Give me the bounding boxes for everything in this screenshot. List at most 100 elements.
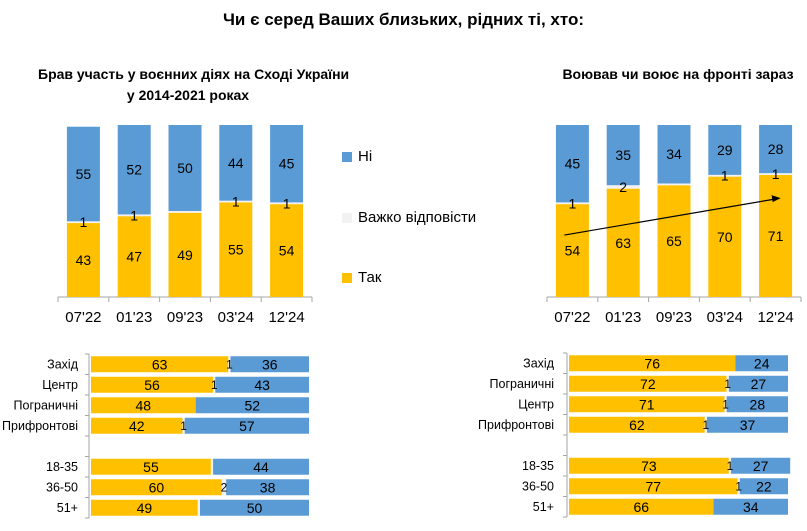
left-top-label-yes: 43 bbox=[76, 252, 92, 268]
left-top-category-label: 07'22 bbox=[65, 309, 101, 326]
right-bottom-category-label: Пограничні bbox=[490, 377, 554, 391]
right-top-bar-yes bbox=[606, 188, 640, 297]
left-top-label-no: 52 bbox=[126, 162, 142, 178]
legend-swatch-hard-to-say bbox=[342, 213, 352, 223]
left-chart-title-line-1: Брав участь у воєнних діях на Сході Укра… bbox=[38, 66, 350, 82]
right-bottom-bar-hard-to-say bbox=[704, 416, 707, 433]
right-top-bar-hard-to-say bbox=[657, 183, 691, 186]
right-top-trend-arrow-line bbox=[564, 198, 775, 236]
left-top-bar-no bbox=[66, 126, 100, 222]
left-bottom-bar-no bbox=[195, 397, 309, 414]
right-top-category-label: 03'24 bbox=[707, 309, 743, 326]
left-top-bar-no bbox=[219, 125, 253, 201]
left-top-bar-no bbox=[117, 125, 151, 215]
left-bottom-label-no: 36 bbox=[262, 356, 278, 372]
right-top-bar-yes bbox=[657, 185, 691, 297]
left-bottom-bar-yes bbox=[91, 376, 214, 393]
right-bottom-label-hard-to-say: 1 bbox=[724, 377, 731, 391]
left-bottom-bar-hard-to-say bbox=[213, 376, 216, 393]
right-top-label-no: 34 bbox=[666, 146, 682, 162]
right-top-bar-hard-to-say bbox=[606, 185, 640, 189]
right-top-label-hard-to-say: 1 bbox=[721, 168, 729, 184]
left-bottom-label-yes: 56 bbox=[144, 377, 160, 393]
right-top-label-hard-to-say: 1 bbox=[569, 195, 577, 211]
right-bottom-label-no: 27 bbox=[753, 458, 769, 474]
left-bottom-category-label: Пограничні bbox=[14, 398, 78, 412]
left-bottom-label-no: 52 bbox=[245, 397, 261, 413]
right-bottom-bar-no bbox=[739, 478, 788, 495]
legend-swatch-yes bbox=[342, 273, 352, 283]
left-bottom-bar-no bbox=[230, 356, 309, 373]
left-bottom-bar-no bbox=[213, 458, 309, 475]
left-top-label-hard-to-say: 1 bbox=[283, 195, 291, 211]
left-bottom-bar-yes bbox=[91, 458, 211, 475]
right-bottom-bar-hard-to-say bbox=[737, 478, 740, 495]
right-top-category-label: 12'24 bbox=[757, 309, 793, 326]
right-bottom-category-label: 36-50 bbox=[522, 479, 554, 493]
right-bottom-label-yes: 72 bbox=[640, 376, 656, 392]
left-bottom-category-label: 36-50 bbox=[46, 480, 78, 494]
right-top-bar-no bbox=[555, 125, 589, 203]
right-bottom-bar-yes bbox=[569, 375, 727, 392]
left-bottom-label-no: 50 bbox=[247, 500, 263, 516]
left-top-bar-hard-to-say bbox=[117, 214, 151, 217]
right-bottom-bar-yes bbox=[569, 416, 705, 433]
right-top-label-hard-to-say: 2 bbox=[619, 179, 627, 195]
right-bottom-bar-no bbox=[735, 355, 788, 372]
right-bottom-label-yes: 66 bbox=[633, 499, 649, 515]
right-bottom-label-yes: 62 bbox=[629, 417, 645, 433]
left-bottom-bar-hard-to-say bbox=[182, 417, 185, 434]
right-top-bar-yes bbox=[759, 174, 793, 297]
left-top-bar-yes bbox=[219, 202, 253, 297]
right-top-bar-no bbox=[708, 125, 742, 175]
left-bottom-bar-yes bbox=[91, 356, 229, 373]
right-top-label-yes: 70 bbox=[717, 229, 733, 245]
left-top-label-hard-to-say: 1 bbox=[130, 207, 138, 223]
left-bottom-category-label: Прифронтові bbox=[2, 419, 78, 433]
left-top-bar-yes bbox=[117, 216, 151, 297]
right-top-label-no: 28 bbox=[768, 141, 784, 157]
left-top-bar-hard-to-say bbox=[66, 221, 100, 224]
left-top-bar-hard-to-say bbox=[270, 202, 304, 205]
right-bottom-bar-no bbox=[713, 498, 788, 515]
right-top-bar-hard-to-say bbox=[759, 173, 793, 175]
left-bottom-label-hard-to-say: 1 bbox=[226, 357, 233, 371]
left-bottom-bar-no bbox=[200, 499, 309, 516]
left-bottom-bar-yes bbox=[91, 397, 196, 414]
right-bottom-category-label: 18-35 bbox=[522, 459, 554, 473]
left-bottom-label-yes: 55 bbox=[143, 459, 159, 475]
right-chart-title: Воював чи воює на фронті зараз bbox=[528, 64, 807, 85]
left-top-label-yes: 54 bbox=[279, 243, 295, 259]
left-top-label-yes: 49 bbox=[177, 247, 193, 263]
left-top-bar-yes bbox=[66, 223, 100, 297]
right-top-bar-hard-to-say bbox=[555, 202, 589, 205]
left-bottom-label-no: 44 bbox=[253, 459, 269, 475]
right-bottom-label-yes: 76 bbox=[644, 355, 660, 371]
right-bottom-bar-no bbox=[706, 416, 788, 433]
right-bottom-label-no: 34 bbox=[743, 499, 759, 515]
left-bottom-label-yes: 42 bbox=[129, 418, 145, 434]
left-bottom-bar-hard-to-say bbox=[197, 499, 200, 516]
left-bottom-bar-no bbox=[226, 479, 309, 496]
left-bottom-label-yes: 48 bbox=[136, 397, 152, 413]
right-bottom-bar-yes bbox=[569, 457, 729, 474]
left-bottom-label-no: 38 bbox=[260, 479, 276, 495]
left-bottom-label-no: 57 bbox=[239, 418, 255, 434]
left-bottom-bar-yes bbox=[91, 417, 183, 434]
right-top-bar-no bbox=[657, 125, 691, 184]
right-bottom-bar-yes bbox=[569, 355, 736, 372]
right-bottom-bar-hard-to-say bbox=[724, 396, 727, 413]
right-top-trend-arrow-head bbox=[771, 195, 781, 203]
right-bottom-label-no: 28 bbox=[750, 396, 766, 412]
right-bottom-bar-no bbox=[728, 375, 788, 392]
left-bottom-label-hard-to-say: 1 bbox=[211, 378, 218, 392]
left-bottom-category-label: 18-35 bbox=[46, 460, 78, 474]
right-chart-title-line-1: Воював чи воює на фронті зараз bbox=[562, 66, 794, 82]
right-bottom-category-label: Центр bbox=[518, 397, 554, 411]
right-bottom-bar-yes bbox=[569, 498, 714, 515]
left-bottom-label-yes: 60 bbox=[149, 479, 165, 495]
right-bottom-bar-no bbox=[726, 396, 788, 413]
right-bottom-label-yes: 73 bbox=[641, 458, 657, 474]
right-bottom-label-no: 37 bbox=[740, 417, 756, 433]
